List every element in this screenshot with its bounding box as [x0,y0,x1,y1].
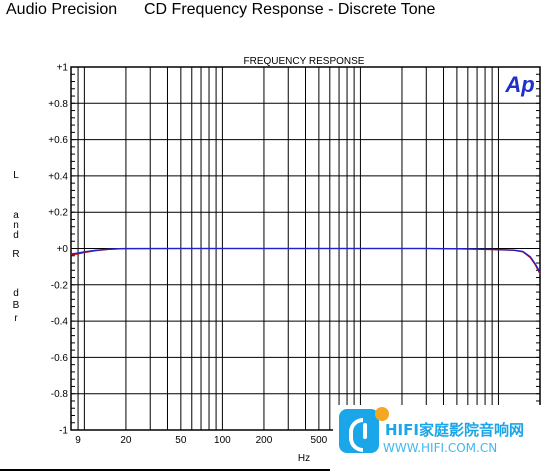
x-tick-label: 100 [214,435,231,446]
ylabel-char: L [13,170,19,181]
ylabel-char: d [13,288,19,299]
x-tick-label: 20 [120,435,132,446]
ylabel-char: d [13,230,19,241]
ylabel-char: a [13,210,19,221]
x-tick-label: 500 [311,435,328,446]
y-tick-label: -0.2 [51,280,69,291]
y-tick-label: -0.8 [51,389,69,400]
chart-title: FREQUENCY RESPONSE [244,56,365,67]
y-tick-label: -0.6 [51,353,69,364]
x-tick-label: 200 [256,435,273,446]
watermark-url: WWW.HIFI.COM.CN [383,441,498,455]
y-tick-label: +0 [57,244,69,255]
watermark-dot-icon [375,407,389,421]
x-axis-label: Hz [298,453,310,464]
y-tick-label: -1 [59,426,68,437]
ylabel-char: n [13,220,19,231]
ap-logo: Ap [504,72,534,97]
y-tick-label: +0.2 [48,208,68,219]
ylabel-char: R [12,249,20,260]
y-tick-label: -0.4 [51,317,69,328]
header-chart-title: CD Frequency Response - Discrete Tone [144,1,436,18]
bottom-rule [0,469,330,471]
y-tick-label: +0.4 [48,171,68,182]
x-tick-label: 50 [175,435,187,446]
header-left-title: Audio Precision [6,1,118,18]
series-line [70,247,541,273]
ylabel-char: B [12,300,20,311]
y-tick-label: +1 [57,63,69,74]
watermark: HIFI家庭影院音响网 WWW.HIFI.COM.CN [333,405,553,469]
y-tick-label: +0.6 [48,135,68,146]
ylabel-char: r [14,313,18,324]
y-tick-label: +0.8 [48,99,68,110]
watermark-logo-icon [339,409,379,453]
x-tick-label: 9 [75,435,81,446]
watermark-brand: HIFI家庭影院音响网 [385,421,524,439]
